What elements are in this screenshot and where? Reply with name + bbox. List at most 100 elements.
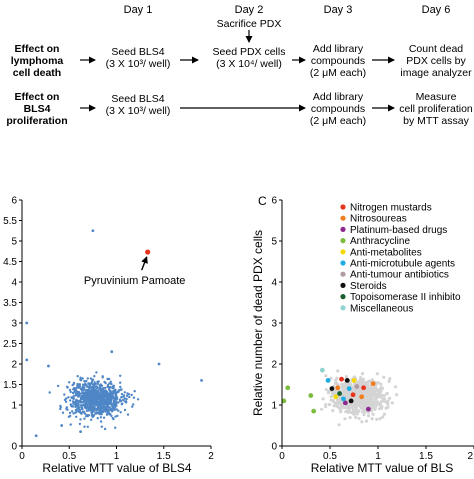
scatter-point: [86, 377, 90, 380]
scatter-cloud-points: [48, 371, 140, 431]
drug-point: [333, 394, 339, 400]
scatter-point: [106, 393, 110, 396]
row2-step1-line1: Seed BLS4: [111, 93, 164, 105]
outlier-point: [110, 350, 114, 354]
y-tick-label: 5: [11, 237, 17, 248]
scatter-point: [68, 381, 71, 384]
y-tick-label: 1: [11, 401, 17, 412]
day-6-label: Day 6: [422, 4, 451, 16]
scatter-point: [93, 391, 97, 394]
row2-step4-line1: Measure: [416, 91, 457, 103]
scatter-point: [104, 386, 107, 390]
scatter-point: [69, 399, 72, 402]
drug-point: [354, 384, 360, 389]
scatter-point: [94, 412, 98, 415]
scatter-point: [75, 386, 78, 390]
scatter-point: [84, 388, 88, 392]
drug-point: [348, 398, 354, 404]
scatter-point: [119, 399, 123, 402]
scatter-point: [79, 396, 83, 400]
legend-label: Anti-tumour antibiotics: [350, 270, 449, 281]
scatter-point: [87, 409, 90, 412]
scatter-point: [98, 386, 102, 390]
outlier-point: [60, 424, 64, 427]
day-2-label: Day 2: [235, 4, 264, 16]
scatter-point: [69, 423, 72, 426]
scatter-point: [112, 409, 115, 412]
scatter-point: [93, 389, 96, 392]
scatter-point: [131, 405, 134, 408]
row2-step1-line2: (3 X 10³/ well): [106, 105, 171, 117]
drug-point: [329, 386, 335, 391]
scatter-point: [63, 393, 66, 396]
background-point: [361, 390, 365, 394]
scatter-point: [93, 385, 96, 389]
scatter-point: [109, 398, 112, 401]
scatter-point: [71, 410, 74, 413]
background-point: [332, 404, 336, 408]
background-point: [344, 375, 348, 379]
x-axis-title-c: Relative MTT value of BLS: [311, 461, 454, 474]
scatter-point: [96, 417, 99, 420]
scatter-point: [105, 405, 108, 408]
scatter-point: [104, 400, 108, 404]
background-point: [352, 382, 356, 386]
background-point: [366, 383, 370, 388]
row1-label-line3: cell death: [13, 67, 61, 79]
scatter-point: [74, 394, 78, 397]
background-point: [363, 392, 367, 396]
scatter-point: [71, 383, 74, 387]
scatter-point: [116, 401, 120, 404]
scatter-point: [69, 390, 72, 394]
background-point: [371, 412, 375, 416]
scatter-point: [119, 381, 122, 384]
background-point: [356, 390, 360, 394]
drug-point: [351, 378, 357, 383]
scatter-point: [120, 392, 124, 396]
background-point: [371, 386, 375, 390]
scatter-point: [68, 388, 72, 392]
scatter-point: [76, 393, 79, 397]
scatter-point: [125, 394, 129, 397]
scatter-point: [76, 384, 79, 388]
y-tick-label: 4: [11, 278, 17, 289]
background-point: [339, 408, 343, 412]
drug-point: [325, 378, 331, 383]
scatter-point: [109, 386, 112, 389]
row1-step3-line1: Add library: [313, 43, 364, 55]
legend-marker: [340, 271, 346, 277]
scatter-point: [116, 390, 119, 394]
scatter-point: [67, 415, 71, 418]
legend-marker: [340, 204, 346, 210]
background-point: [376, 393, 380, 397]
scatter-point: [106, 383, 110, 387]
row1-label-line1: Effect on: [15, 43, 60, 55]
scatter-point: [89, 394, 92, 397]
scatter-point: [75, 409, 78, 412]
scatter-point: [67, 396, 70, 399]
scatter-point: [101, 375, 104, 378]
x-axis-title: Relative MTT value of BLS4: [42, 461, 192, 474]
background-point: [382, 375, 386, 379]
scatter-point: [103, 427, 107, 431]
scatter-point: [78, 422, 82, 426]
background-point: [324, 388, 328, 392]
background-point: [394, 385, 398, 389]
scatter-point: [112, 399, 116, 403]
scatter-point: [59, 404, 62, 408]
scatter-point: [94, 396, 98, 400]
background-point: [378, 390, 382, 394]
background-point: [377, 388, 381, 392]
y-tick-label-c: 1: [271, 401, 277, 412]
background-point: [347, 394, 351, 398]
scatter-point: [89, 396, 93, 399]
scatter-point: [110, 382, 113, 386]
scatter-point: [90, 418, 93, 421]
x-tick-label-c: 2: [467, 451, 473, 462]
background-point: [329, 395, 333, 399]
panel-letter-c: C: [258, 194, 267, 208]
background-point: [357, 416, 361, 421]
drug-point: [350, 392, 356, 398]
background-point: [320, 407, 324, 411]
